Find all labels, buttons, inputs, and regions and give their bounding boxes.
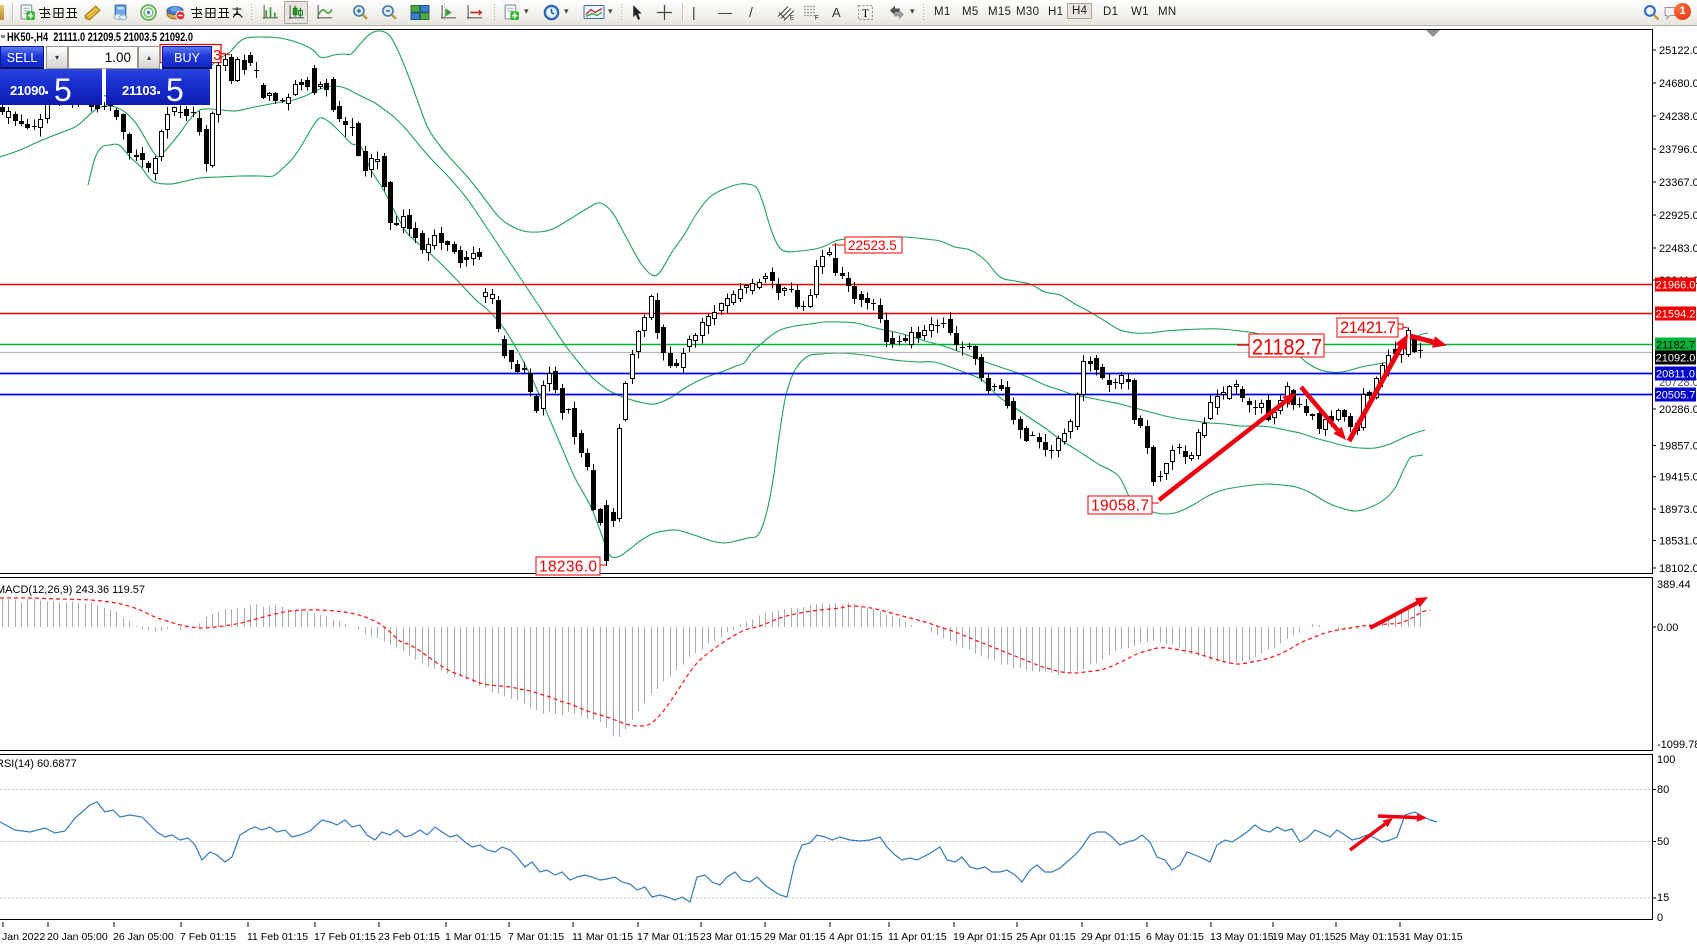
svg-text:23 Feb 01:15: 23 Feb 01:15 — [378, 931, 440, 943]
svg-text:22523.5: 22523.5 — [848, 238, 897, 253]
svg-text:29 Apr 01:15: 29 Apr 01:15 — [1081, 931, 1141, 943]
svg-text:20505.7: 20505.7 — [1656, 390, 1696, 402]
svg-text:31 May 01:15: 31 May 01:15 — [1399, 931, 1463, 943]
svg-text:20286.0: 20286.0 — [1659, 404, 1697, 416]
svg-text:6 May 01:15: 6 May 01:15 — [1146, 931, 1204, 943]
svg-text:T: T — [862, 7, 869, 20]
svg-text:18531.0: 18531.0 — [1659, 536, 1697, 548]
svg-text:F: F — [815, 16, 819, 22]
svg-text:21182.7: 21182.7 — [1656, 340, 1695, 352]
svg-text:21182.7: 21182.7 — [1252, 335, 1322, 360]
svg-text:1 Mar 01:15: 1 Mar 01:15 — [445, 931, 501, 943]
svg-text:11 Apr 01:15: 11 Apr 01:15 — [888, 931, 947, 943]
svg-text:20 Jan 05:00: 20 Jan 05:00 — [47, 931, 108, 943]
svg-text:26 Jan 05:00: 26 Jan 05:00 — [113, 931, 174, 943]
svg-text:389.44: 389.44 — [1657, 579, 1691, 591]
svg-text:3: 3 — [213, 47, 221, 64]
svg-text:15: 15 — [1657, 892, 1669, 904]
svg-text:19 Apr 01:15: 19 Apr 01:15 — [953, 931, 1013, 943]
svg-text:11 Feb 01:15: 11 Feb 01:15 — [247, 931, 308, 943]
svg-text:29 Mar 01:15: 29 Mar 01:15 — [764, 931, 826, 943]
svg-text:Jan 2022: Jan 2022 — [2, 931, 45, 943]
svg-text:23367.0: 23367.0 — [1659, 177, 1697, 189]
svg-text:24238.0: 24238.0 — [1659, 111, 1697, 123]
svg-text:17 Mar 01:15: 17 Mar 01:15 — [637, 931, 699, 943]
svg-text:21421.7: 21421.7 — [1340, 319, 1396, 337]
svg-text:25 Apr 01:15: 25 Apr 01:15 — [1016, 931, 1076, 943]
svg-text:7 Mar 01:15: 7 Mar 01:15 — [508, 931, 564, 943]
svg-text:22483.0: 22483.0 — [1659, 243, 1697, 255]
svg-text:0.00: 0.00 — [1657, 622, 1678, 634]
svg-text:21594.2: 21594.2 — [1656, 309, 1696, 321]
svg-text:18236.0: 18236.0 — [539, 559, 597, 576]
svg-text:19058.7: 19058.7 — [1091, 498, 1149, 515]
svg-text:18102.0: 18102.0 — [1659, 563, 1697, 575]
svg-text:13 May 01:15: 13 May 01:15 — [1210, 931, 1274, 943]
svg-text:23 Mar 01:15: 23 Mar 01:15 — [700, 931, 762, 943]
svg-text:17 Feb 01:15: 17 Feb 01:15 — [314, 931, 376, 943]
svg-text:22925.0: 22925.0 — [1659, 210, 1697, 222]
svg-text:0: 0 — [1657, 912, 1663, 924]
svg-text:23796.0: 23796.0 — [1659, 144, 1697, 156]
svg-text:MACD(12,26,9) 243.36 119.57: MACD(12,26,9) 243.36 119.57 — [0, 584, 145, 596]
svg-text:100: 100 — [1657, 754, 1675, 766]
svg-text:19415.0: 19415.0 — [1659, 472, 1697, 484]
svg-text:HK50-,H4 21111.0 21209.5 2100: HK50-,H4 21111.0 21209.5 21003.5 21092.0 — [7, 30, 193, 44]
svg-text:19 May 01:15: 19 May 01:15 — [1272, 931, 1336, 943]
svg-text:7 Feb 01:15: 7 Feb 01:15 — [180, 931, 236, 943]
svg-text:RSI(14) 60.6877: RSI(14) 60.6877 — [0, 758, 77, 770]
svg-text:18973.0: 18973.0 — [1659, 504, 1697, 516]
svg-text:E: E — [790, 16, 794, 22]
svg-text:20811.0: 20811.0 — [1656, 369, 1695, 381]
svg-text:50: 50 — [1657, 836, 1669, 848]
svg-text:21092.0: 21092.0 — [1656, 353, 1696, 365]
svg-text:-1099.78: -1099.78 — [1657, 739, 1697, 751]
svg-text:21966.0: 21966.0 — [1656, 280, 1696, 292]
svg-text:11 Mar 01:15: 11 Mar 01:15 — [572, 931, 633, 943]
svg-text:19857.0: 19857.0 — [1659, 441, 1697, 453]
svg-text:4 Apr 01:15: 4 Apr 01:15 — [829, 931, 883, 943]
svg-text:80: 80 — [1657, 784, 1669, 796]
svg-text:25 May 01:15: 25 May 01:15 — [1335, 931, 1399, 943]
svg-text:24680.0: 24680.0 — [1659, 78, 1697, 90]
svg-text:25122.0: 25122.0 — [1659, 45, 1697, 57]
